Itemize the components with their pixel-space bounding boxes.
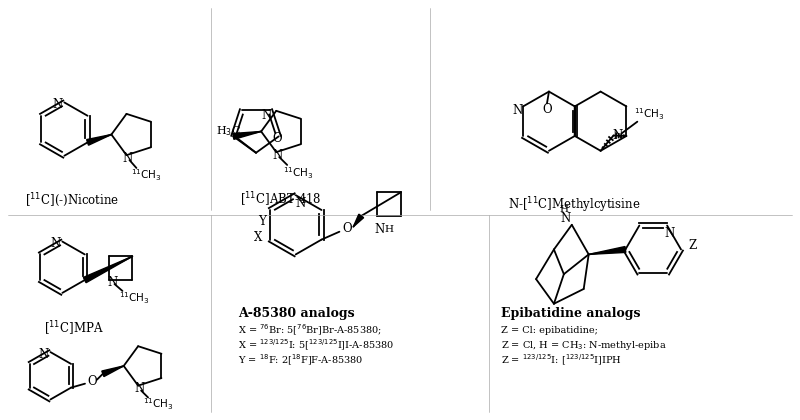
- Text: N: N: [261, 109, 271, 122]
- Polygon shape: [102, 366, 124, 377]
- Polygon shape: [589, 247, 626, 255]
- Text: $^{11}$CH$_3$: $^{11}$CH$_3$: [131, 167, 162, 183]
- Text: N: N: [272, 149, 282, 162]
- Polygon shape: [354, 214, 364, 227]
- Text: N: N: [122, 152, 133, 165]
- Text: Epibatidine analogs: Epibatidine analogs: [502, 307, 641, 320]
- Text: $^{11}$CH$_3$: $^{11}$CH$_3$: [634, 106, 665, 121]
- Text: $^{11}$CH$_3$: $^{11}$CH$_3$: [142, 396, 174, 412]
- Text: X = $^{123/125}$I: 5[$^{123/125}$I]I-A-85380: X = $^{123/125}$I: 5[$^{123/125}$I]I-A-8…: [238, 338, 394, 353]
- Text: N: N: [50, 237, 61, 250]
- Text: O: O: [87, 375, 97, 388]
- Text: N: N: [134, 382, 144, 395]
- Text: N: N: [38, 348, 49, 360]
- Text: Z: Z: [689, 239, 697, 252]
- Polygon shape: [233, 131, 261, 139]
- Text: O: O: [342, 222, 352, 235]
- Text: Z = Cl, H = CH$_3$: N-methyl-epiba: Z = Cl, H = CH$_3$: N-methyl-epiba: [502, 339, 667, 352]
- Text: A-85380 analogs: A-85380 analogs: [238, 307, 354, 320]
- Text: H$_3$C: H$_3$C: [216, 124, 241, 138]
- Text: N: N: [295, 197, 306, 210]
- Text: O: O: [542, 103, 552, 116]
- Text: Y = $^{18}$F: 2[$^{18}$F]F-A-85380: Y = $^{18}$F: 2[$^{18}$F]F-A-85380: [238, 352, 363, 368]
- Text: [$^{11}$C](-)Nicotine: [$^{11}$C](-)Nicotine: [25, 191, 119, 209]
- Text: Z = Cl: epibatidine;: Z = Cl: epibatidine;: [502, 326, 598, 335]
- Text: N: N: [664, 227, 674, 240]
- Text: X = $^{76}$Br: 5[$^{76}$Br]Br-A-85380;: X = $^{76}$Br: 5[$^{76}$Br]Br-A-85380;: [238, 323, 382, 338]
- Text: $^{11}$CH$_3$: $^{11}$CH$_3$: [119, 290, 150, 306]
- Text: [$^{11}$C]ABT-418: [$^{11}$C]ABT-418: [240, 191, 322, 209]
- Text: [$^{11}$C]MPA: [$^{11}$C]MPA: [45, 319, 104, 338]
- Text: N-[$^{11}$C]Methylcytisine: N-[$^{11}$C]Methylcytisine: [507, 195, 640, 215]
- Text: Z = $^{123/125}$I: [$^{123/125}$I]IPH: Z = $^{123/125}$I: [$^{123/125}$I]IPH: [502, 352, 622, 368]
- Text: H: H: [385, 225, 394, 234]
- Text: $^{11}$CH$_3$: $^{11}$CH$_3$: [282, 165, 314, 181]
- Text: X: X: [254, 231, 262, 244]
- Text: O: O: [272, 132, 282, 145]
- Text: N: N: [107, 276, 118, 289]
- Text: N: N: [52, 98, 62, 111]
- Polygon shape: [83, 256, 133, 283]
- Text: N: N: [374, 223, 384, 236]
- Text: Y: Y: [258, 215, 266, 228]
- Polygon shape: [86, 134, 111, 145]
- Text: N: N: [612, 129, 622, 142]
- Text: H: H: [559, 205, 568, 213]
- Text: N: N: [512, 104, 522, 117]
- Text: N: N: [561, 213, 571, 226]
